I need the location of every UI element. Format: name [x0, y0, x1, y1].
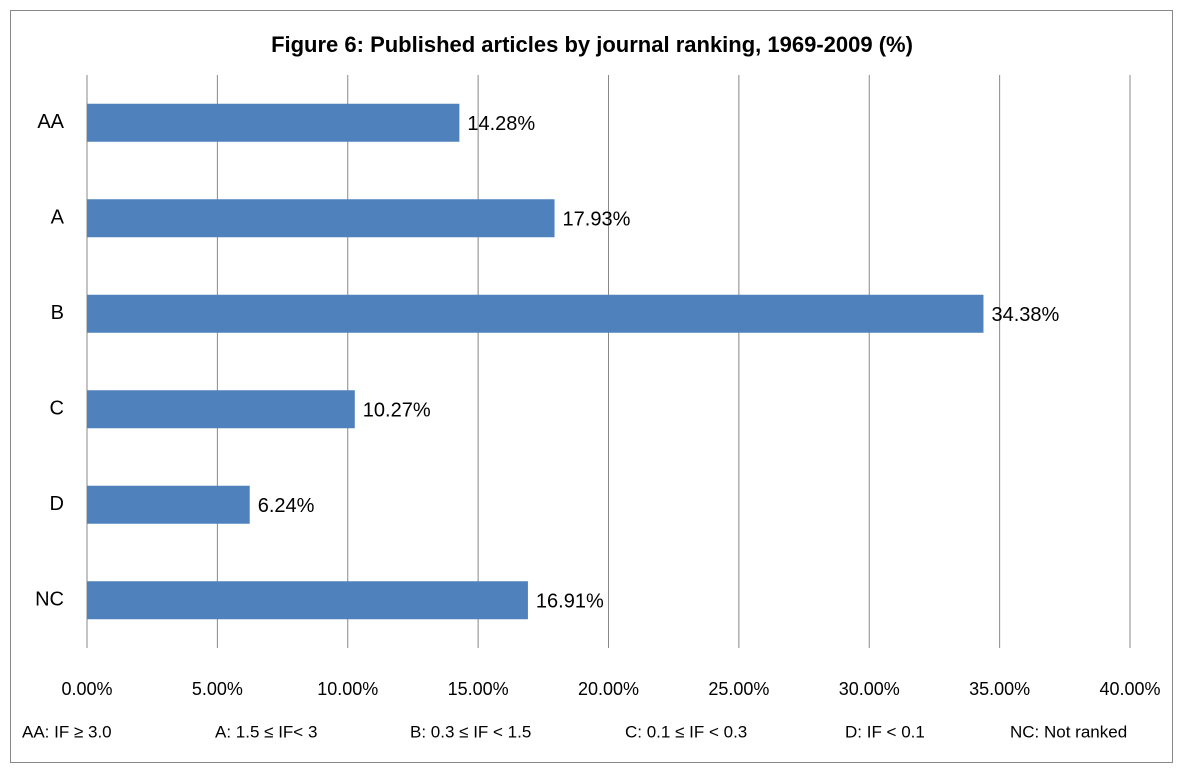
bar [87, 103, 460, 142]
bar [87, 199, 555, 238]
value-label: 34.38% [991, 304, 1059, 326]
value-label: 6.24% [258, 495, 315, 517]
x-tick-label: 30.00% [839, 679, 900, 699]
x-tick-label: 0.00% [61, 679, 112, 699]
legend-note: B: 0.3 ≤ IF < 1.5 [410, 722, 531, 741]
y-tick-label: B [51, 302, 64, 324]
y-tick-label: AA [37, 111, 64, 133]
x-tick-label: 15.00% [448, 679, 509, 699]
bar [87, 581, 528, 620]
y-tick-label: A [51, 207, 65, 229]
value-label: 16.91% [536, 591, 604, 613]
legend-note: A: 1.5 ≤ IF< 3 [215, 722, 317, 741]
y-tick-label: C [50, 398, 64, 420]
legend-note: NC: Not ranked [1010, 722, 1127, 741]
x-tick-label: 25.00% [708, 679, 769, 699]
bar [87, 485, 250, 524]
x-tick-label: 40.00% [1099, 679, 1160, 699]
value-label: 17.93% [563, 209, 631, 231]
bar [87, 390, 355, 429]
bar [87, 294, 984, 333]
x-tick-label: 5.00% [192, 679, 243, 699]
y-tick-label: NC [35, 589, 64, 611]
x-tick-label: 35.00% [969, 679, 1030, 699]
legend-note: C: 0.1 ≤ IF < 0.3 [625, 722, 747, 741]
value-label: 10.27% [363, 400, 431, 422]
chart-title: Figure 6: Published articles by journal … [271, 32, 913, 57]
legend-note: AA: IF ≥ 3.0 [22, 722, 112, 741]
value-label: 14.28% [467, 113, 535, 135]
legend-note: D: IF < 0.1 [845, 722, 925, 741]
x-tick-label: 10.00% [317, 679, 378, 699]
x-tick-label: 20.00% [578, 679, 639, 699]
y-tick-label: D [50, 493, 64, 515]
